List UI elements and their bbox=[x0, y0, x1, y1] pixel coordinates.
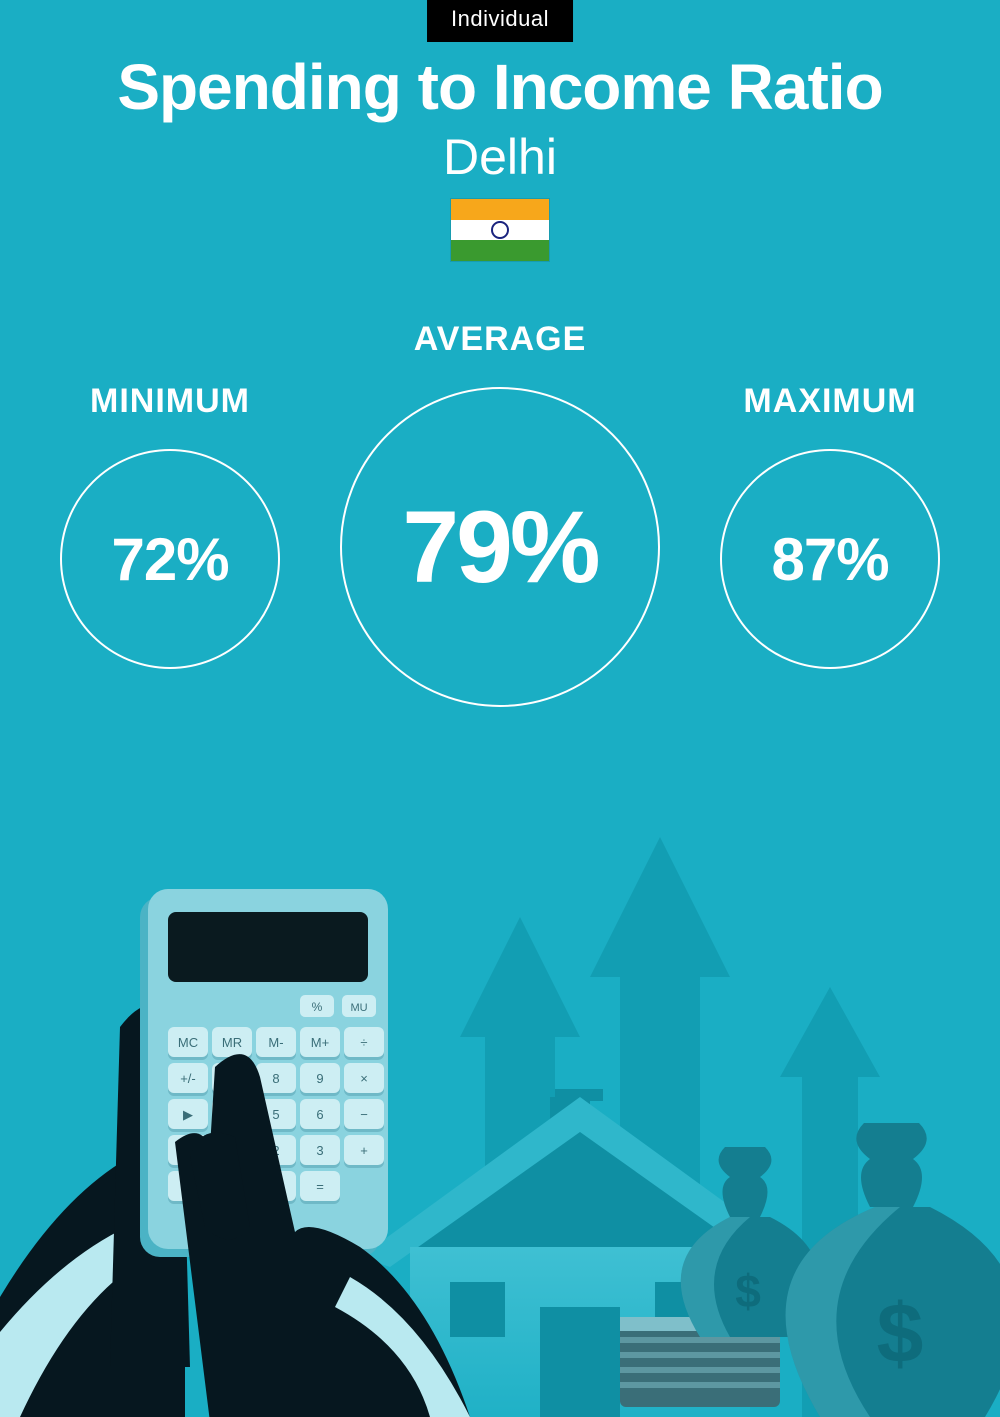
stat-average: AVERAGE 79% bbox=[340, 320, 660, 707]
category-badge: Individual bbox=[427, 0, 573, 42]
svg-text:$: $ bbox=[877, 1286, 924, 1380]
flag-stripe-green bbox=[451, 240, 549, 261]
svg-text:▶: ▶ bbox=[183, 1107, 193, 1122]
svg-text:%: % bbox=[312, 1000, 323, 1014]
svg-text:9: 9 bbox=[316, 1071, 323, 1086]
svg-text:5: 5 bbox=[272, 1107, 279, 1122]
svg-text:−: − bbox=[360, 1107, 368, 1122]
svg-text:×: × bbox=[360, 1071, 368, 1086]
illustration-svg: $ $ % MU MCMRM-M+÷+/-789×▶456−C/A123 bbox=[0, 777, 1000, 1417]
category-badge-label: Individual bbox=[451, 6, 549, 31]
stat-minimum-label: MINIMUM bbox=[60, 382, 280, 421]
page-title: Spending to Income Ratio bbox=[0, 50, 1000, 124]
stat-average-label: AVERAGE bbox=[340, 320, 660, 359]
stat-minimum-circle: 72% bbox=[60, 449, 280, 669]
svg-text:MR: MR bbox=[222, 1035, 242, 1050]
svg-text:M-: M- bbox=[268, 1035, 283, 1050]
flag-stripe-saffron bbox=[451, 199, 549, 220]
stat-maximum: MAXIMUM 87% bbox=[720, 382, 940, 669]
stat-minimum-value: 72% bbox=[111, 525, 228, 594]
country-flag-india bbox=[450, 198, 550, 262]
svg-text:=: = bbox=[316, 1179, 324, 1194]
svg-text:6: 6 bbox=[316, 1107, 323, 1122]
svg-text:8: 8 bbox=[272, 1071, 279, 1086]
svg-text:+/-: +/- bbox=[180, 1071, 196, 1086]
svg-text:+: + bbox=[360, 1143, 368, 1158]
stat-average-value: 79% bbox=[402, 489, 597, 606]
svg-text:M+: M+ bbox=[311, 1035, 329, 1050]
svg-text:$: $ bbox=[735, 1265, 761, 1317]
svg-text:MC: MC bbox=[178, 1035, 198, 1050]
svg-text:MU: MU bbox=[350, 1002, 367, 1014]
stats-row: MINIMUM 72% AVERAGE 79% MAXIMUM 87% bbox=[0, 320, 1000, 740]
stat-minimum: MINIMUM 72% bbox=[60, 382, 280, 669]
stat-maximum-value: 87% bbox=[771, 525, 888, 594]
stat-maximum-circle: 87% bbox=[720, 449, 940, 669]
svg-text:÷: ÷ bbox=[360, 1035, 367, 1050]
location-subtitle: Delhi bbox=[0, 128, 1000, 186]
stat-average-circle: 79% bbox=[340, 387, 660, 707]
flag-stripe-white bbox=[451, 220, 549, 241]
svg-text:3: 3 bbox=[316, 1143, 323, 1158]
stat-maximum-label: MAXIMUM bbox=[720, 382, 940, 421]
footer-illustration: $ $ % MU MCMRM-M+÷+/-789×▶456−C/A123 bbox=[0, 777, 1000, 1417]
ashoka-chakra-icon bbox=[491, 221, 509, 239]
